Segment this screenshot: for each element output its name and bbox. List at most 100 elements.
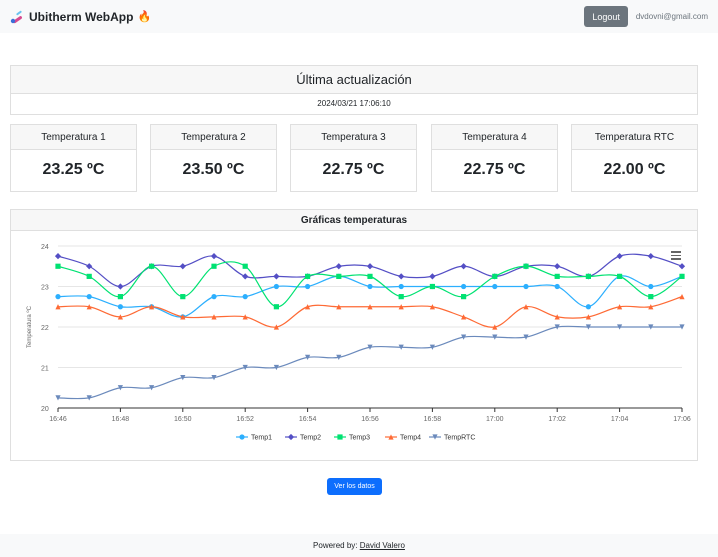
- data-point: [648, 294, 654, 300]
- temperature-chart: 20 21 22 23 24 Temperatura ºC 16:46 16:48 16:50…: [26, 244, 691, 442]
- data-point: [273, 364, 279, 371]
- data-point: [554, 324, 560, 330]
- logout-button[interactable]: Logout: [584, 6, 628, 27]
- data-point: [180, 294, 186, 300]
- data-point: [648, 304, 654, 310]
- data-point: [117, 304, 123, 310]
- x-tick-label: 16:56: [361, 416, 379, 423]
- data-point: [273, 324, 279, 330]
- data-point: [211, 263, 217, 269]
- x-tick-label: 17:06: [673, 416, 691, 423]
- data-point: [305, 304, 311, 310]
- legend-label: Temp4: [400, 435, 421, 442]
- data-point: [585, 273, 591, 279]
- data-point: [648, 324, 654, 330]
- data-point: [180, 375, 186, 381]
- data-point: [55, 263, 61, 269]
- legend-label: Temp2: [300, 435, 321, 442]
- sensor-label: Temperatura 4: [432, 125, 557, 150]
- x-tick-label: 16:54: [299, 416, 317, 423]
- data-point: [679, 273, 685, 279]
- data-point: [460, 263, 467, 270]
- footer-prefix: Powered by:: [313, 541, 360, 550]
- data-point: [366, 263, 374, 270]
- data-point: [585, 314, 591, 320]
- last-update-title: Última actualización: [11, 66, 697, 94]
- x-tick-label: 16:48: [112, 416, 130, 423]
- data-point: [367, 283, 373, 290]
- data-point: [336, 354, 342, 360]
- footer: Powered by: David Valero: [0, 534, 718, 557]
- data-point: [211, 314, 217, 320]
- view-data-button[interactable]: Ver los datos: [327, 478, 382, 495]
- data-point: [305, 354, 311, 360]
- data-point: [149, 263, 155, 269]
- data-point: [554, 273, 560, 279]
- data-point: [180, 314, 186, 320]
- data-point: [242, 273, 249, 280]
- data-point: [429, 304, 435, 310]
- x-tick-label: 17:04: [611, 416, 629, 423]
- sensor-label: Temperatura 1: [11, 125, 136, 150]
- x-tick-label: 16:58: [424, 416, 442, 423]
- y-tick-label: 22: [41, 325, 49, 332]
- data-point: [273, 304, 279, 310]
- data-point: [367, 273, 373, 279]
- data-point: [492, 283, 498, 290]
- data-point: [617, 273, 623, 279]
- data-point: [117, 385, 123, 391]
- data-point: [429, 273, 436, 280]
- data-point: [647, 253, 654, 260]
- y-tick-label: 20: [41, 406, 49, 413]
- last-update-card: Última actualización 2024/03/21 17:06:10: [10, 65, 698, 115]
- author-link[interactable]: David Valero: [359, 541, 405, 550]
- sensor-card-temp1: Temperatura 1 23.25 ºC: [10, 124, 137, 192]
- thermometer-logo-icon: [10, 10, 22, 23]
- data-point: [492, 334, 498, 340]
- data-point: [461, 283, 467, 290]
- data-point: [242, 364, 248, 371]
- data-point: [336, 273, 342, 279]
- data-point: [149, 304, 155, 310]
- data-point: [242, 314, 248, 320]
- flame-icon: 🔥: [137, 11, 152, 23]
- sensor-value: 22.00 ºC: [603, 161, 666, 178]
- brand[interactable]: Ubitherm WebApp 🔥: [10, 10, 151, 24]
- data-point: [398, 304, 404, 310]
- data-point: [55, 304, 61, 310]
- data-point: [461, 334, 467, 340]
- sensor-card-temp-rtc: Temperatura RTC 22.00 ºC: [571, 124, 698, 192]
- data-point: [86, 294, 92, 300]
- legend-label: Temp3: [349, 435, 370, 442]
- chart-menu-icon[interactable]: [671, 251, 681, 260]
- data-point: [398, 294, 404, 300]
- user-email: dvdovni@gmail.com: [635, 12, 708, 21]
- data-point: [86, 263, 93, 270]
- y-tick-label: 21: [41, 366, 49, 373]
- data-point: [55, 395, 61, 401]
- last-update-timestamp: 2024/03/21 17:06:10: [317, 99, 391, 108]
- legend-marker: [432, 434, 438, 440]
- data-point: [273, 283, 279, 290]
- data-point: [86, 304, 92, 310]
- data-point: [461, 314, 467, 320]
- chart-card-title: Gráficas temperaturas: [11, 210, 697, 231]
- series-line-temp1: [57, 275, 683, 318]
- sensor-label: Temperatura 3: [291, 125, 416, 150]
- data-point: [617, 304, 623, 310]
- data-point: [367, 344, 373, 350]
- data-point: [211, 375, 217, 381]
- data-point: [273, 273, 280, 280]
- sensor-card-temp3: Temperatura 3 22.75 ºC: [290, 124, 417, 192]
- data-point: [398, 273, 405, 280]
- data-point: [54, 253, 62, 260]
- data-point: [335, 263, 342, 270]
- data-point: [179, 263, 186, 270]
- sensor-value: 23.50 ºC: [182, 161, 245, 178]
- navbar: Ubitherm WebApp 🔥 Logout dvdovni@gmail.c…: [0, 0, 718, 33]
- data-point: [86, 395, 92, 401]
- data-point: [367, 304, 373, 310]
- data-point: [86, 273, 92, 279]
- data-point: [117, 294, 123, 300]
- data-point: [211, 294, 217, 300]
